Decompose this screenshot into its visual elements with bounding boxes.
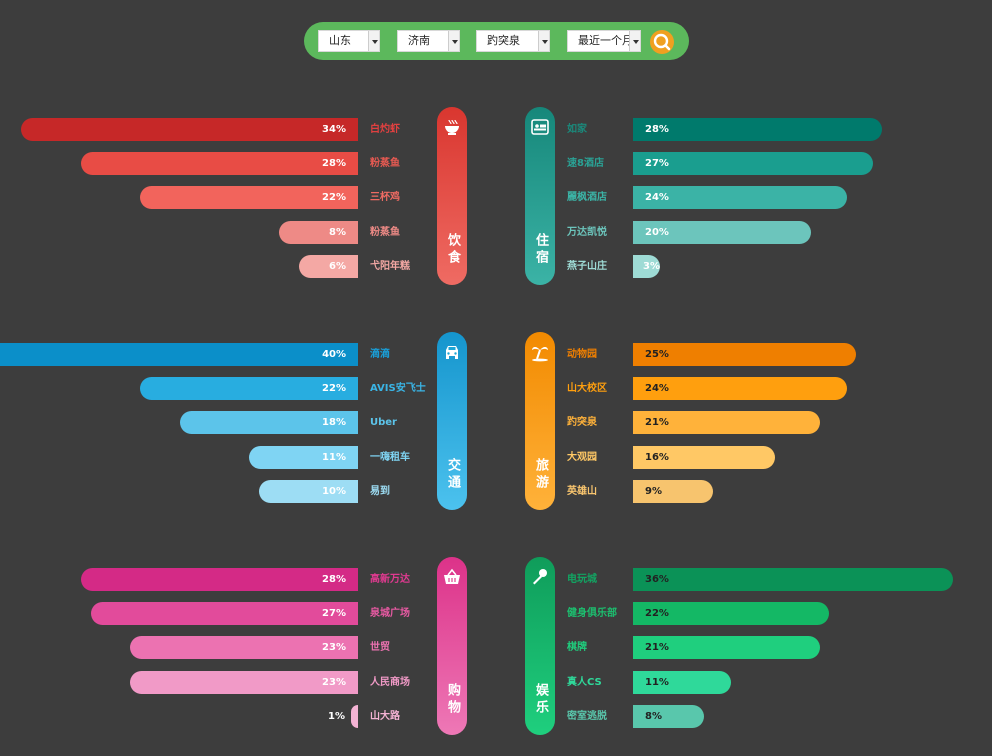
data-label: 1% xyxy=(328,710,345,722)
chevron-down-icon xyxy=(629,31,640,51)
bar-data-label: 36% xyxy=(633,568,954,591)
bar-data-label: 3% xyxy=(633,254,660,278)
category-title: 旅游 xyxy=(533,458,548,492)
bar-data-label: 11% xyxy=(633,670,731,694)
basket-icon xyxy=(442,567,462,587)
bar-data-label: 27% xyxy=(90,602,358,626)
bar-data-label: 25% xyxy=(633,343,856,366)
bar-data-label: 21% xyxy=(633,411,820,435)
category-title: 饮食 xyxy=(445,233,460,267)
category-label: 英雄山 xyxy=(567,485,597,497)
chevron-down-icon xyxy=(538,31,549,51)
bed-icon xyxy=(530,117,550,137)
bar-data-label: 18% xyxy=(179,411,358,435)
microphone-icon xyxy=(530,567,550,587)
category-title: 购物 xyxy=(445,683,460,717)
category-label: 泉城广场 xyxy=(370,608,410,620)
category-label: 高新万达 xyxy=(370,574,410,585)
chevron-down-icon xyxy=(448,31,459,51)
category-label: 山大路 xyxy=(370,710,400,722)
province-select-value: 山东 xyxy=(329,34,351,47)
bar-data-label: 9% xyxy=(633,479,714,503)
bar-data-label: 8% xyxy=(278,220,358,244)
bar-data-label: 16% xyxy=(633,445,776,469)
car-icon xyxy=(442,342,462,362)
search-icon xyxy=(653,33,671,51)
bar-data-label: 22% xyxy=(140,186,358,210)
bar xyxy=(351,704,358,728)
category-pill-4[interactable]: 购物 xyxy=(437,557,467,735)
city-select-value: 济南 xyxy=(408,34,430,47)
bar-data-label: 21% xyxy=(633,636,820,660)
bar-data-label: 8% xyxy=(633,704,705,728)
category-title: 娱乐 xyxy=(533,683,548,717)
filter-bar: 山东 济南 趵突泉 最近一个月 xyxy=(304,22,689,60)
category-label: 山大校区 xyxy=(567,383,607,395)
chevron-down-icon xyxy=(368,31,379,51)
category-pill-3[interactable]: 旅游 xyxy=(525,332,555,510)
bar-data-label: 10% xyxy=(259,479,358,503)
bowl-icon xyxy=(442,117,462,137)
bar-data-label: 28% xyxy=(80,152,358,176)
category-title: 住宿 xyxy=(533,233,548,267)
category-label: 三杯鸡 xyxy=(370,192,400,204)
category-label: 真人CS xyxy=(567,676,602,688)
category-label: 粉蒸鱼 xyxy=(370,158,400,170)
category-label: 弋阳年糕 xyxy=(370,260,410,272)
category-label: 棋牌 xyxy=(567,642,587,654)
category-pill-0[interactable]: 饮食 xyxy=(437,107,467,285)
category-label: 密室逃脱 xyxy=(567,710,607,722)
spot-select[interactable]: 趵突泉 xyxy=(476,30,550,52)
bar-data-label: 24% xyxy=(633,377,847,401)
palm-tree-icon xyxy=(530,342,550,362)
category-label: 速8酒店 xyxy=(567,158,604,170)
bar-data-label: 22% xyxy=(633,602,829,626)
category-label: 健身俱乐部 xyxy=(567,608,617,620)
category-pill-1[interactable]: 住宿 xyxy=(525,107,555,285)
bar-data-label: 6% xyxy=(298,254,358,278)
category-label: AVIS安飞士 xyxy=(370,383,426,395)
province-select[interactable]: 山东 xyxy=(318,30,380,52)
bar-data-label: 27% xyxy=(633,152,874,176)
category-pill-5[interactable]: 娱乐 xyxy=(525,557,555,735)
bar-data-label: 28% xyxy=(80,568,358,591)
category-label: 大观园 xyxy=(567,451,597,463)
category-label: 动物园 xyxy=(567,349,597,360)
category-label: 趵突泉 xyxy=(567,417,597,429)
bar-data-label: 28% xyxy=(633,118,883,141)
bar-data-label: 23% xyxy=(130,670,358,694)
category-title: 交通 xyxy=(445,458,460,492)
category-label: 粉蒸鱼 xyxy=(370,226,400,238)
category-label: Uber xyxy=(370,417,397,429)
period-select-value: 最近一个月 xyxy=(578,34,633,47)
category-label: 燕子山庄 xyxy=(567,260,607,272)
category-label: 如家 xyxy=(567,124,587,135)
category-label: 万达凯悦 xyxy=(567,226,607,238)
category-label: 滴滴 xyxy=(370,349,390,360)
category-label: 麗枫酒店 xyxy=(567,192,607,204)
category-label: 一嗨租车 xyxy=(370,451,410,463)
category-label: 世贸 xyxy=(370,642,390,654)
city-select[interactable]: 济南 xyxy=(397,30,460,52)
bar-data-label: 11% xyxy=(249,445,358,469)
category-label: 电玩城 xyxy=(567,574,597,585)
bar-data-label: 23% xyxy=(130,636,358,660)
category-label: 人民商场 xyxy=(370,676,410,688)
bar-data-label: 40% xyxy=(0,343,358,366)
category-pill-2[interactable]: 交通 xyxy=(437,332,467,510)
period-select[interactable]: 最近一个月 xyxy=(567,30,641,52)
category-label: 白灼虾 xyxy=(370,124,400,135)
bar-data-label: 20% xyxy=(633,220,811,244)
bar-data-label: 22% xyxy=(140,377,358,401)
search-button[interactable] xyxy=(650,30,674,54)
bar-data-label: 34% xyxy=(21,118,358,141)
bar-data-label: 24% xyxy=(633,186,847,210)
spot-select-value: 趵突泉 xyxy=(487,34,520,47)
category-label: 易到 xyxy=(370,485,390,497)
